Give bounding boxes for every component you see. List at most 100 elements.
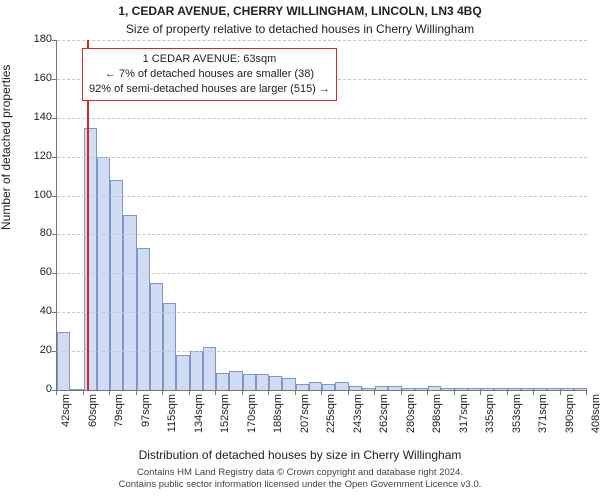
ytick-mark bbox=[52, 118, 57, 119]
ytick-label: 60 bbox=[22, 266, 52, 278]
ytick-label: 40 bbox=[22, 305, 52, 317]
histogram-bar bbox=[296, 384, 309, 390]
gridline bbox=[57, 312, 587, 313]
annotation-line: ← 7% of detached houses are smaller (38) bbox=[89, 67, 330, 82]
histogram-bar bbox=[388, 386, 401, 390]
ytick-mark bbox=[52, 273, 57, 274]
attribution-line1: Contains HM Land Registry data © Crown c… bbox=[137, 467, 463, 478]
xtick-label: 225sqm bbox=[325, 394, 337, 444]
histogram-bar bbox=[243, 374, 256, 390]
xtick-label: 134sqm bbox=[193, 394, 205, 444]
ytick-mark bbox=[52, 234, 57, 235]
histogram-bar bbox=[441, 388, 454, 390]
histogram-bar bbox=[494, 388, 507, 390]
histogram-bar bbox=[362, 388, 375, 390]
histogram-bar bbox=[137, 248, 150, 390]
xtick-mark bbox=[109, 390, 110, 395]
ytick-mark bbox=[52, 157, 57, 158]
xtick-mark bbox=[533, 390, 534, 395]
annotation-line: 1 CEDAR AVENUE: 63sqm bbox=[89, 52, 330, 67]
gridline bbox=[57, 234, 587, 235]
gridline bbox=[57, 196, 587, 197]
xtick-label: 207sqm bbox=[299, 394, 311, 444]
xtick-label: 408sqm bbox=[590, 394, 600, 444]
histogram-bar bbox=[335, 382, 348, 390]
xtick-mark bbox=[295, 390, 296, 395]
xtick-label: 79sqm bbox=[113, 394, 125, 444]
ytick-mark bbox=[52, 196, 57, 197]
xtick-label: 170sqm bbox=[246, 394, 258, 444]
histogram-bar bbox=[547, 388, 560, 390]
histogram-bar bbox=[309, 382, 322, 390]
ytick-mark bbox=[52, 312, 57, 313]
xtick-label: 115sqm bbox=[166, 394, 178, 444]
x-axis-label: Distribution of detached houses by size … bbox=[0, 448, 600, 462]
annotation-line: 92% of semi-detached houses are larger (… bbox=[89, 82, 330, 97]
xtick-mark bbox=[507, 390, 508, 395]
xtick-mark bbox=[348, 390, 349, 395]
histogram-bar bbox=[176, 355, 189, 390]
xtick-label: 152sqm bbox=[219, 394, 231, 444]
ytick-label: 80 bbox=[22, 227, 52, 239]
xtick-mark bbox=[268, 390, 269, 395]
histogram-bar bbox=[269, 376, 282, 390]
xtick-mark bbox=[560, 390, 561, 395]
ytick-label: 0 bbox=[22, 383, 52, 395]
histogram-bar bbox=[110, 180, 123, 390]
xtick-mark bbox=[215, 390, 216, 395]
xtick-mark bbox=[374, 390, 375, 395]
histogram-bar bbox=[349, 386, 362, 390]
histogram-bar bbox=[123, 215, 136, 390]
histogram-bar bbox=[468, 388, 481, 390]
histogram-bar bbox=[574, 388, 587, 390]
xtick-label: 317sqm bbox=[458, 394, 470, 444]
histogram-bar bbox=[481, 388, 494, 390]
histogram-bar bbox=[163, 303, 176, 391]
ytick-label: 180 bbox=[22, 33, 52, 45]
ytick-label: 20 bbox=[22, 344, 52, 356]
chart-container: { "chart": { "type": "histogram", "title… bbox=[0, 0, 600, 500]
xtick-label: 298sqm bbox=[431, 394, 443, 444]
gridline bbox=[57, 40, 587, 41]
histogram-bar bbox=[203, 347, 216, 390]
xtick-label: 60sqm bbox=[87, 394, 99, 444]
attribution-line2: Contains public sector information licen… bbox=[119, 479, 482, 490]
histogram-bar bbox=[229, 371, 242, 390]
histogram-bar bbox=[521, 388, 534, 390]
xtick-label: 262sqm bbox=[378, 394, 390, 444]
chart-title-line2: Size of property relative to detached ho… bbox=[0, 22, 600, 36]
histogram-bar bbox=[428, 386, 441, 390]
gridline bbox=[57, 157, 587, 158]
xtick-label: 42sqm bbox=[60, 394, 72, 444]
ytick-label: 120 bbox=[22, 150, 52, 162]
xtick-mark bbox=[162, 390, 163, 395]
ytick-mark bbox=[52, 351, 57, 352]
xtick-mark bbox=[242, 390, 243, 395]
xtick-mark bbox=[427, 390, 428, 395]
xtick-label: 97sqm bbox=[140, 394, 152, 444]
attribution-text: Contains HM Land Registry data © Crown c… bbox=[0, 467, 600, 491]
gridline bbox=[57, 118, 587, 119]
ytick-label: 160 bbox=[22, 72, 52, 84]
histogram-bar bbox=[402, 388, 415, 390]
xtick-mark bbox=[480, 390, 481, 395]
histogram-bar bbox=[282, 378, 295, 390]
xtick-label: 280sqm bbox=[405, 394, 417, 444]
xtick-label: 243sqm bbox=[352, 394, 364, 444]
histogram-bar bbox=[322, 384, 335, 390]
ytick-label: 100 bbox=[22, 189, 52, 201]
ytick-mark bbox=[52, 40, 57, 41]
xtick-mark bbox=[401, 390, 402, 395]
histogram-bar bbox=[216, 373, 229, 391]
xtick-label: 188sqm bbox=[272, 394, 284, 444]
histogram-bar bbox=[534, 388, 547, 390]
xtick-mark bbox=[189, 390, 190, 395]
gridline bbox=[57, 273, 587, 274]
xtick-mark bbox=[321, 390, 322, 395]
ytick-mark bbox=[52, 79, 57, 80]
histogram-bar bbox=[150, 283, 163, 390]
xtick-mark bbox=[83, 390, 84, 395]
xtick-mark bbox=[454, 390, 455, 395]
histogram-bar bbox=[455, 388, 468, 390]
annotation-box: 1 CEDAR AVENUE: 63sqm← 7% of detached ho… bbox=[82, 48, 337, 101]
